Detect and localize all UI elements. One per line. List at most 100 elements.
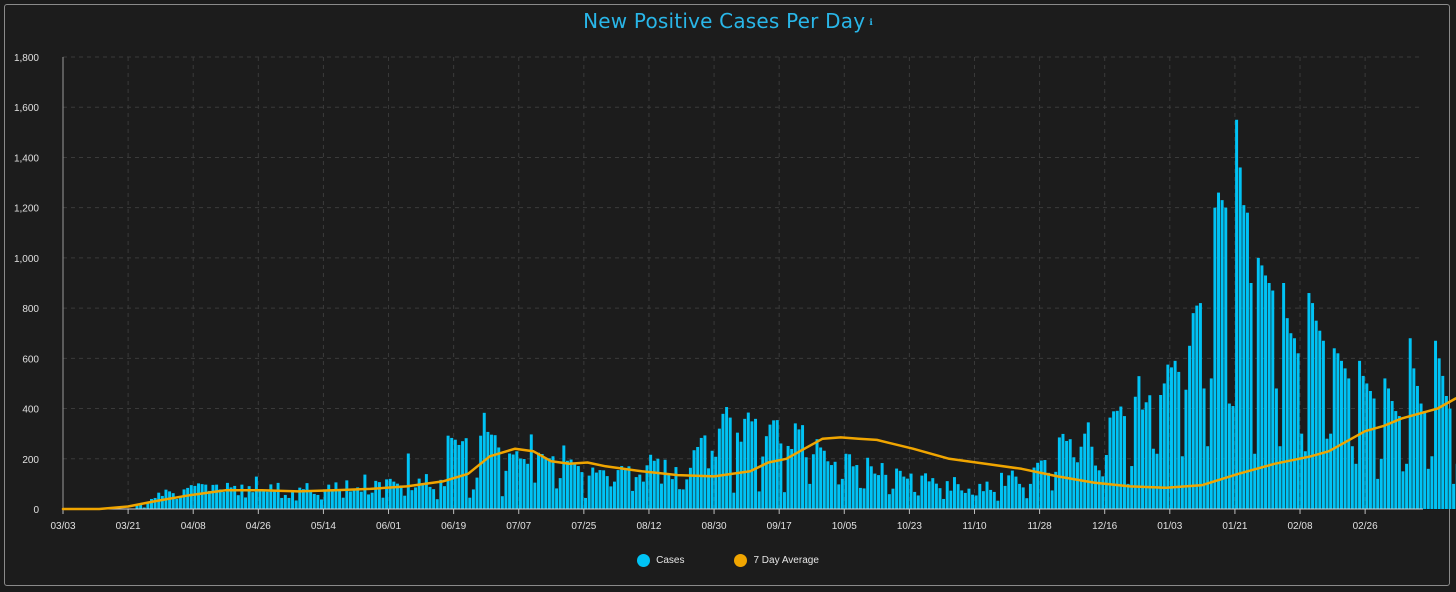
bar bbox=[1419, 403, 1423, 509]
bar bbox=[269, 484, 273, 509]
bar bbox=[1274, 388, 1278, 509]
bar bbox=[193, 485, 197, 509]
bar bbox=[1043, 460, 1047, 509]
bar bbox=[453, 439, 457, 509]
bar bbox=[627, 466, 631, 509]
bar bbox=[323, 489, 327, 509]
bar bbox=[385, 479, 389, 509]
bar bbox=[1220, 200, 1224, 509]
bar bbox=[638, 474, 642, 509]
bar bbox=[649, 454, 653, 509]
legend-item-average[interactable]: 7 Day Average bbox=[734, 554, 819, 567]
bar bbox=[244, 497, 248, 509]
bar bbox=[757, 491, 761, 509]
bar bbox=[1209, 378, 1213, 509]
bar bbox=[540, 454, 544, 509]
y-tick-label: 1,400 bbox=[14, 153, 39, 164]
bar bbox=[605, 476, 609, 509]
bar bbox=[207, 490, 211, 509]
bar bbox=[1415, 385, 1419, 509]
y-tick-label: 400 bbox=[22, 405, 39, 416]
bar bbox=[348, 491, 352, 509]
bar bbox=[775, 420, 779, 509]
bar bbox=[768, 424, 772, 509]
bar bbox=[746, 412, 750, 509]
bar bbox=[204, 484, 208, 509]
bar bbox=[518, 458, 522, 509]
bar bbox=[992, 491, 996, 509]
bar bbox=[1170, 367, 1173, 509]
bar bbox=[960, 490, 964, 509]
bar bbox=[150, 498, 153, 509]
bar bbox=[699, 437, 703, 509]
bar bbox=[1394, 411, 1398, 509]
bar bbox=[974, 495, 978, 509]
bar bbox=[1332, 348, 1336, 509]
bar bbox=[594, 472, 598, 509]
bar bbox=[178, 496, 182, 509]
bar bbox=[1119, 406, 1123, 509]
bar bbox=[1379, 458, 1383, 509]
bar bbox=[1271, 290, 1275, 509]
bar bbox=[833, 461, 837, 509]
y-tick-label: 1,800 bbox=[14, 53, 39, 64]
bar bbox=[1336, 353, 1340, 509]
x-tick-label: 10/05 bbox=[832, 521, 857, 532]
x-tick-label: 01/21 bbox=[1222, 521, 1247, 532]
bar bbox=[779, 443, 783, 509]
bar bbox=[511, 454, 515, 509]
bar bbox=[782, 492, 786, 509]
bar bbox=[446, 435, 450, 509]
bar bbox=[822, 450, 826, 509]
bar bbox=[1068, 439, 1072, 509]
x-tick-label: 11/10 bbox=[962, 521, 987, 532]
bar bbox=[837, 484, 841, 509]
bar bbox=[956, 484, 960, 509]
x-tick-label: 02/08 bbox=[1288, 521, 1313, 532]
bar bbox=[735, 432, 739, 509]
bar bbox=[1256, 257, 1260, 509]
bar bbox=[305, 483, 309, 509]
bar bbox=[710, 450, 714, 509]
bar bbox=[1195, 305, 1199, 509]
bar bbox=[1397, 416, 1401, 509]
bar bbox=[1238, 167, 1242, 509]
info-icon[interactable]: ℹ bbox=[869, 17, 873, 28]
bar bbox=[963, 492, 967, 509]
bar bbox=[450, 437, 454, 509]
chart-legend: Cases 7 Day Average bbox=[0, 554, 1456, 567]
bar bbox=[978, 483, 982, 509]
bar bbox=[334, 482, 338, 509]
bar bbox=[229, 487, 233, 509]
bar bbox=[1372, 398, 1376, 509]
bar bbox=[316, 494, 320, 509]
bar bbox=[848, 454, 852, 509]
bar bbox=[1242, 205, 1246, 509]
bar bbox=[1198, 303, 1202, 509]
bar bbox=[858, 487, 862, 509]
bar bbox=[1354, 463, 1358, 509]
bar bbox=[598, 470, 602, 509]
bar bbox=[1025, 498, 1029, 509]
bar bbox=[439, 479, 443, 509]
bar bbox=[320, 499, 323, 509]
y-tick-label: 1,200 bbox=[14, 204, 39, 215]
bar bbox=[236, 495, 240, 509]
bar bbox=[475, 477, 479, 509]
bar bbox=[1036, 462, 1040, 509]
bar bbox=[367, 494, 370, 509]
bar bbox=[1321, 340, 1325, 509]
bar bbox=[790, 448, 794, 509]
bar bbox=[175, 498, 179, 509]
bar bbox=[294, 500, 298, 509]
bar bbox=[1444, 396, 1448, 509]
bar bbox=[471, 489, 475, 509]
legend-item-cases[interactable]: Cases bbox=[637, 554, 684, 567]
bar bbox=[1079, 446, 1083, 509]
bar bbox=[1282, 283, 1286, 509]
bar bbox=[562, 445, 566, 509]
bar bbox=[945, 481, 949, 509]
bar bbox=[1010, 470, 1014, 509]
bar bbox=[352, 490, 356, 509]
